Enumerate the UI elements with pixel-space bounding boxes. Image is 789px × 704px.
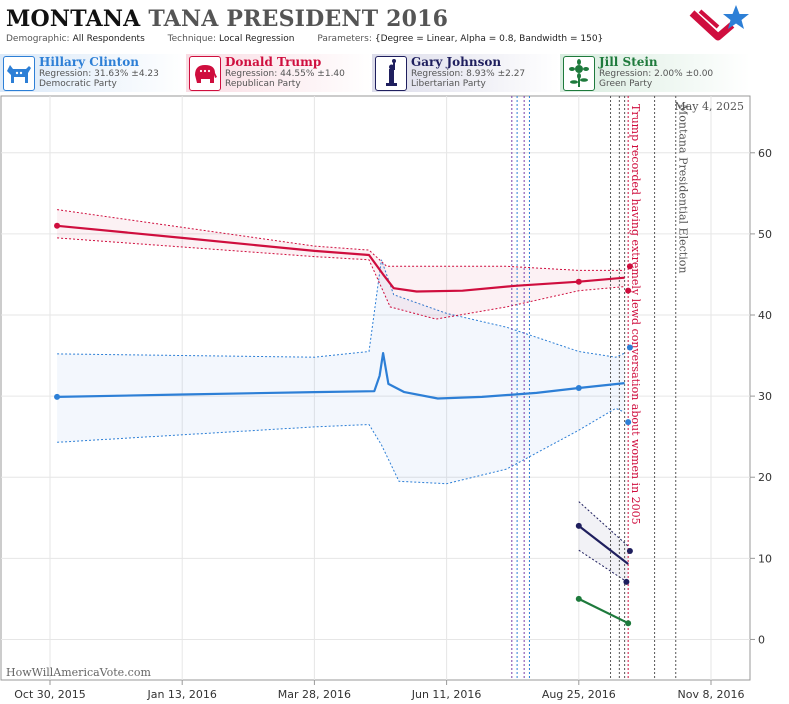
data-point [575, 278, 582, 285]
confidence-band [57, 209, 625, 320]
legend-clinton: Hillary Clinton Regression: 31.63% ±4.23… [0, 54, 186, 92]
y-tick-label: 50 [758, 228, 772, 241]
candidate-name: Hillary Clinton [39, 55, 139, 69]
legend-stein: Jill Stein Regression: 2.00% ±0.00 Green… [560, 54, 750, 92]
candidate-party: Libertarian Party [411, 79, 486, 89]
series-line [57, 352, 625, 400]
x-tick-label: Jun 11, 2016 [411, 688, 482, 701]
data-point [625, 419, 632, 426]
data-point [625, 287, 632, 294]
candidate-regression: Regression: 8.93% ±2.27 [411, 69, 526, 79]
candidate-party: Democratic Party [39, 79, 117, 89]
x-tick-label: Jan 13, 2016 [146, 688, 216, 701]
legend-johnson: Gary Johnson Regression: 8.93% ±2.27 Lib… [372, 54, 560, 92]
title-race: TANA PRESIDENT 2016 [148, 6, 449, 32]
series-line [578, 525, 629, 565]
data-point [623, 578, 630, 585]
site-logo-icon [689, 5, 749, 41]
y-tick-label: 20 [758, 471, 772, 484]
candidate-name: Jill Stein [599, 55, 658, 69]
candidate-party: Green Party [599, 79, 653, 89]
data-point [626, 263, 633, 270]
watermark: HowWillAmericaVote.com [6, 666, 151, 679]
elephant-icon [189, 56, 221, 91]
parameters-value: {Degree = Linear, Alpha = 0.8, Bandwidth… [374, 34, 604, 44]
candidate-party: Republican Party [225, 79, 301, 89]
series-line [578, 597, 629, 625]
data-point [575, 595, 582, 602]
confidence-upper-line [57, 259, 625, 358]
confidence-upper-line [57, 209, 625, 271]
confidence-band [578, 501, 629, 583]
demographic-label: Demographic: [6, 34, 70, 44]
confidence-lower-line [57, 407, 625, 485]
technique-label: Technique: [167, 34, 217, 44]
candidate-name: Donald Trump [225, 55, 322, 69]
chart-title: MONTANA TANA PRESIDENT 2016 [6, 6, 448, 32]
data-point [625, 620, 632, 627]
parameters-info: Parameters: {Degree = Linear, Alpha = 0.8… [317, 34, 613, 44]
y-tick-label: 10 [758, 552, 772, 565]
data-point [626, 344, 633, 351]
data-point [575, 522, 582, 529]
confidence-lower-line [57, 237, 625, 320]
technique-info: Technique: Local Regression [168, 34, 305, 44]
event-label: Trump recorded having extremely lewd con… [629, 104, 642, 525]
data-point [575, 385, 582, 391]
technique-value: Local Regression [219, 34, 295, 44]
date-stamp: May 4, 2025 [674, 100, 744, 113]
chart-header: MONTANA TANA PRESIDENT 2016 Demographic:… [0, 0, 789, 50]
series-line [56, 224, 625, 293]
parameters-label: Parameters: [317, 34, 372, 44]
candidate-name: Gary Johnson [411, 55, 502, 69]
y-tick-label: 0 [758, 633, 765, 646]
x-tick-label: Aug 25, 2016 [542, 688, 616, 701]
statue-of-liberty-icon [375, 56, 407, 91]
x-tick-label: Oct 30, 2015 [14, 688, 86, 701]
demographic-info: Demographic: All Respondents [6, 34, 155, 44]
confidence-band [57, 259, 625, 484]
y-tick-label: 60 [758, 147, 772, 160]
event-label: Montana Presidential Election [677, 104, 690, 273]
donkey-icon [3, 56, 35, 91]
title-state: MONTANA [6, 6, 141, 32]
sunflower-icon [563, 56, 595, 91]
demographic-value: All Respondents [72, 34, 145, 44]
candidate-regression: Regression: 2.00% ±0.00 [599, 69, 714, 79]
data-point [54, 393, 61, 400]
candidate-regression: Regression: 31.63% ±4.23 [39, 69, 159, 79]
x-tick-label: Nov 8, 2016 [678, 688, 745, 701]
y-tick-label: 40 [758, 309, 772, 322]
legend-trump: Donald Trump Regression: 44.55% ±1.40 Re… [186, 54, 372, 92]
candidate-regression: Regression: 44.55% ±1.40 [225, 69, 345, 79]
data-point [626, 548, 633, 555]
data-point [54, 222, 61, 229]
x-tick-label: Mar 28, 2016 [278, 688, 351, 701]
chart-parameters: Demographic: All Respondents Technique: Lo… [6, 34, 623, 44]
confidence-lower-line [578, 549, 629, 584]
y-tick-label: 30 [758, 390, 772, 403]
confidence-upper-line [578, 501, 629, 547]
